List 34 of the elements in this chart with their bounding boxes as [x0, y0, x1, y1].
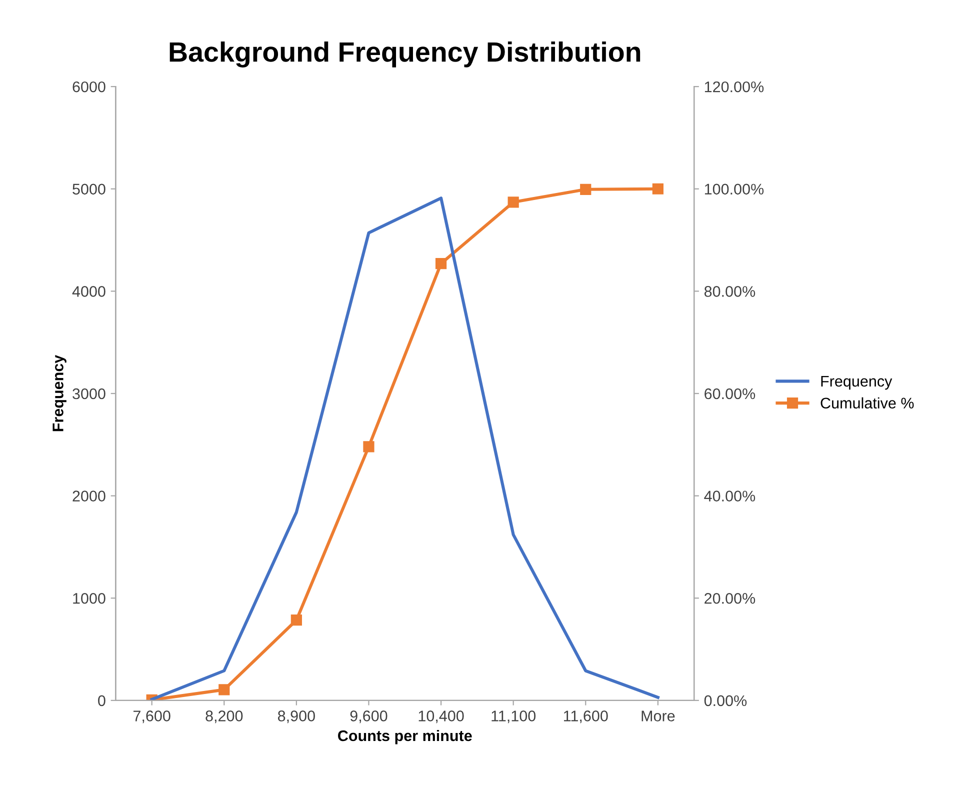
point — [218, 684, 230, 696]
chart-title: Background Frequency Distribution — [170, 41, 640, 68]
y-tick-label: 5000 — [72, 184, 106, 195]
x-tick-label: 10,400 — [418, 710, 464, 724]
y-tick-label: 0 — [98, 695, 106, 706]
x-tick-label: 8,200 — [206, 710, 243, 724]
x-tick-label: 11,100 — [492, 710, 536, 724]
point — [290, 614, 302, 626]
y2-tick-label: 40.00% — [704, 490, 756, 502]
x-tick-label: More — [642, 710, 675, 722]
y2-tick-label: 60.00% — [704, 388, 756, 400]
y-tick-label: 4000 — [72, 286, 106, 297]
y2-tick-label: 0.00% — [704, 695, 747, 706]
y2-tick-label: 80.00% — [704, 286, 756, 297]
point — [652, 183, 664, 194]
legend-label: Cumulative % — [820, 397, 914, 409]
x-tick-label: 8,900 — [278, 710, 315, 724]
x-tick-label: 7,600 — [134, 710, 170, 724]
x-tick-label: 9,600 — [350, 710, 388, 724]
y-tick-label: 1000 — [73, 592, 106, 604]
point — [435, 258, 447, 270]
x-tick-label: 11,600 — [564, 710, 608, 724]
legend-label: Frequency — [821, 376, 892, 390]
y2-tick-label: 100.00% — [704, 184, 764, 195]
y-tick-label: 6000 — [72, 81, 106, 92]
x-axis-title: Counts per minute — [338, 730, 472, 744]
y-tick-label: 3000 — [72, 388, 106, 400]
y2-tick-label: 20.00% — [704, 592, 756, 604]
point — [580, 184, 592, 195]
point — [363, 441, 374, 452]
point — [508, 196, 519, 208]
y-tick-label: 2000 — [72, 490, 106, 502]
y-axis-title: Frequency — [52, 354, 66, 432]
y2-tick-label: 120.00% — [704, 81, 764, 92]
